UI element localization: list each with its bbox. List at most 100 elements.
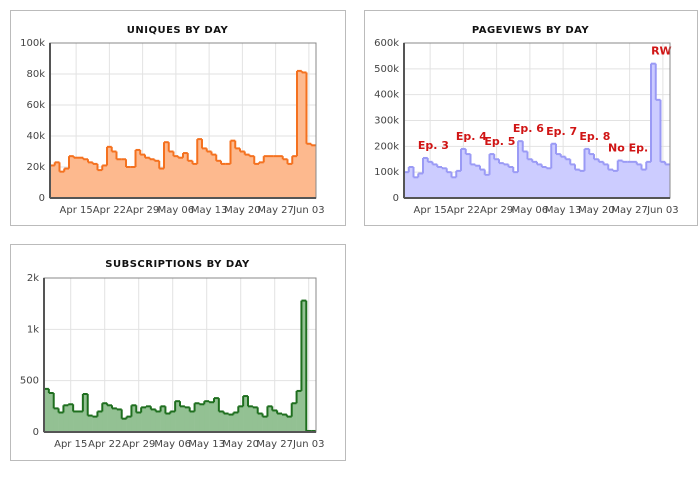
chart-title: PAGEVIEWS BY DAY — [472, 25, 590, 36]
area-step — [235, 148, 241, 198]
y-tick-label: 0 — [39, 193, 45, 204]
area-step — [527, 159, 533, 198]
area-step — [418, 173, 424, 198]
area-step — [655, 99, 661, 198]
area-step — [646, 161, 652, 198]
area-step — [187, 160, 193, 198]
area-step — [216, 160, 222, 198]
area-step — [199, 404, 205, 432]
area-step — [154, 160, 160, 198]
area-step — [636, 164, 642, 198]
area-step — [446, 172, 452, 198]
x-tick-label: May 20 — [222, 439, 259, 450]
area-step — [59, 171, 65, 198]
area-step — [102, 165, 108, 198]
area-step — [660, 161, 666, 198]
area-step — [513, 172, 519, 198]
area-step — [173, 156, 179, 198]
area-step — [404, 172, 410, 198]
area-step — [408, 167, 414, 198]
area-step — [263, 156, 269, 198]
area-step — [178, 157, 184, 198]
area-step — [228, 414, 234, 432]
area-step — [594, 159, 600, 198]
area-step — [170, 411, 176, 432]
area-step — [248, 406, 254, 432]
y-tick-label: 400k — [374, 90, 399, 101]
y-tick-label: 300k — [374, 116, 399, 127]
area-step — [88, 162, 94, 198]
area-step — [541, 167, 547, 198]
area-step — [518, 141, 524, 198]
area-step — [112, 408, 118, 432]
area-step — [206, 151, 212, 198]
area-step — [287, 163, 293, 198]
area-step — [556, 154, 562, 198]
area-step — [121, 418, 127, 432]
area-step — [494, 159, 500, 198]
area-step — [214, 398, 220, 432]
x-tick-label: Apr 15 — [54, 439, 87, 450]
area-step — [223, 413, 229, 432]
annotation: Ep. 8 — [579, 130, 610, 143]
x-tick-label: Apr 29 — [126, 205, 159, 216]
area-step — [617, 160, 623, 198]
area-step — [211, 154, 217, 198]
area-step — [413, 177, 419, 198]
area-step — [277, 413, 283, 432]
annotation: Ep. 3 — [418, 139, 449, 152]
area-step — [78, 411, 84, 432]
area-step — [183, 153, 189, 198]
area-step — [278, 156, 284, 198]
area-step — [175, 401, 181, 432]
area-step — [218, 411, 225, 432]
annotation: Ep. 5 — [484, 135, 515, 148]
area-step — [69, 156, 75, 198]
x-tick-label: May 13 — [545, 205, 582, 216]
area-step — [126, 167, 132, 198]
area-step — [146, 406, 152, 432]
x-tick-label: Apr 15 — [414, 205, 447, 216]
x-tick-label: Apr 15 — [60, 205, 93, 216]
area-step — [570, 164, 576, 198]
area-step — [97, 411, 103, 432]
chart-title: UNIQUES BY DAY — [127, 25, 229, 36]
area-step — [136, 412, 142, 432]
area-step — [627, 161, 633, 198]
area-step — [184, 407, 191, 432]
x-tick-label: May 06 — [154, 439, 191, 450]
area-step — [532, 161, 538, 198]
area-step — [141, 407, 147, 432]
area-step — [150, 409, 157, 432]
area-step — [508, 167, 514, 198]
area-step — [427, 161, 433, 198]
area-step — [82, 394, 89, 432]
area-step — [297, 70, 303, 198]
x-tick-label: Apr 29 — [480, 205, 513, 216]
area-step — [240, 151, 246, 198]
area-step — [537, 164, 543, 198]
area-step — [159, 168, 165, 198]
annotation: Ep. 4 — [456, 130, 487, 143]
y-tick-label: 100k — [20, 38, 45, 49]
area-step — [107, 146, 113, 198]
area-step — [140, 154, 146, 198]
area-step — [292, 156, 298, 198]
area-step — [437, 167, 443, 198]
area-step — [87, 415, 93, 432]
area-step — [461, 148, 467, 198]
area-step — [209, 402, 215, 432]
area-step — [286, 416, 293, 432]
area-step — [233, 412, 239, 432]
area-step — [97, 170, 103, 198]
y-tick-label: 20k — [26, 162, 45, 173]
annotation: Ep. 6 — [513, 122, 544, 135]
x-tick-label: May 20 — [578, 205, 615, 216]
x-tick-label: Apr 29 — [122, 439, 155, 450]
area-step — [230, 140, 236, 198]
area-step — [546, 168, 552, 198]
area-step — [145, 157, 151, 198]
area-step — [641, 169, 647, 198]
